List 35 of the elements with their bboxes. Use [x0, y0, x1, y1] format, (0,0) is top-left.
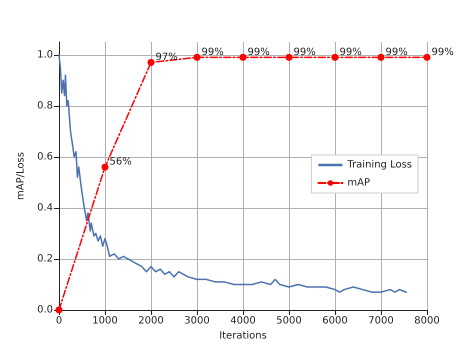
y-tick-label: 0.4 [37, 202, 53, 214]
legend-label: Training Loss [346, 160, 412, 170]
legend-label: mAP [347, 178, 370, 188]
point [102, 164, 108, 171]
data-label: 99% [202, 46, 224, 58]
data-label: 56% [110, 156, 132, 168]
point [194, 54, 200, 61]
x-tick-label: 4000 [230, 316, 256, 326]
data-label: 99% [248, 46, 270, 58]
x-tick-label: 6000 [322, 316, 348, 326]
data-label: 99% [432, 46, 454, 58]
x-axis-title: Iterations [219, 330, 267, 342]
data-label: 97% [156, 52, 178, 63]
y-tick-label: 1.0 [37, 49, 53, 60]
y-axis-title: mAP/Loss [16, 152, 27, 200]
x-tick-label: 5000 [276, 316, 302, 326]
point [424, 54, 430, 61]
x-tick-label: 0 [56, 316, 62, 326]
point [332, 54, 338, 61]
y-tick-label: 0.6 [37, 151, 53, 162]
data-label: 99% [340, 46, 362, 58]
x-tick-label: 7000 [368, 316, 394, 326]
x-tick-label: 8000 [414, 316, 440, 326]
x-tick-label: 2000 [138, 316, 164, 326]
y-tick-label: 0.0 [37, 304, 53, 316]
point [148, 58, 154, 66]
y-tick-label: 0.8 [37, 100, 53, 112]
y-tick-label: 0.2 [37, 253, 53, 264]
point [286, 54, 292, 61]
data-label: 99% [294, 46, 316, 58]
x-tick-label: 3000 [184, 316, 210, 326]
x-tick-label: 1000 [92, 316, 118, 326]
data-label: 99% [386, 46, 408, 58]
point [240, 54, 246, 61]
point [378, 54, 384, 61]
